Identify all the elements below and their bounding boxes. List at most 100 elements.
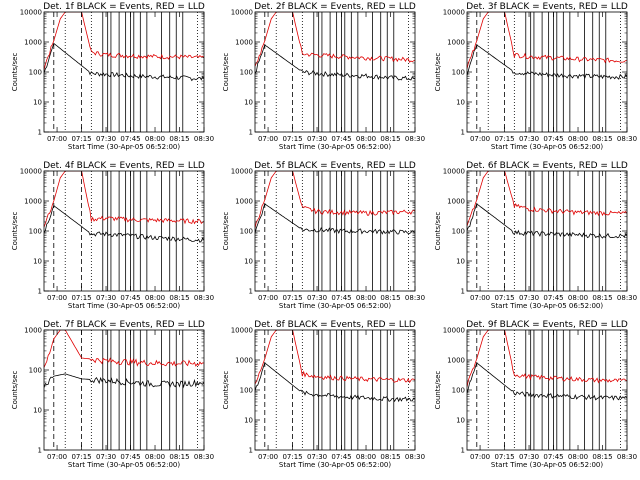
chart-title: Det. 2f BLACK = Events, RED = LLD	[254, 2, 416, 12]
x-tick-label: 08:00	[356, 294, 376, 302]
series-line-lld	[44, 330, 204, 368]
series-line-events	[44, 373, 204, 389]
x-tick-label: 07:15	[71, 453, 91, 461]
plot-area	[44, 330, 204, 450]
series-line-lld	[255, 171, 415, 229]
series-line-lld	[255, 12, 415, 67]
y-tick-label: 1000	[24, 198, 42, 206]
chart-title: Det. 1f BLACK = Events, RED = LLD	[43, 2, 205, 12]
x-tick-label: 08:15	[380, 453, 400, 461]
y-tick-label: 100	[240, 228, 253, 236]
y-tick-label: 10	[33, 258, 42, 266]
plot-area	[44, 171, 204, 291]
y-tick-label: 100	[240, 69, 253, 77]
x-tick-label: 08:15	[380, 135, 400, 143]
y-tick-label: 1000	[24, 39, 42, 47]
series-line-events	[44, 42, 204, 82]
x-tick-label: 07:00	[258, 135, 278, 143]
y-axis-label: Counts/sec	[11, 371, 19, 410]
y-tick-label: 10000	[20, 168, 42, 176]
y-tick-label: 1	[249, 447, 253, 455]
y-tick-label: 100	[452, 228, 465, 236]
chart-panel-4: Det. 4f BLACK = Events, RED = LLD 1 10 100 1…	[11, 161, 214, 310]
series-line-lld	[44, 171, 204, 228]
x-tick-label: 07:30	[307, 294, 327, 302]
y-tick-label: 10	[244, 258, 253, 266]
plot-area	[467, 171, 627, 291]
y-tick-label: 1	[249, 129, 253, 137]
plot-frame	[254, 329, 416, 451]
x-tick-label: 07:15	[71, 294, 91, 302]
chart-title: Det. 5f BLACK = Events, RED = LLD	[254, 161, 416, 171]
series-line-events	[467, 44, 627, 80]
x-tick-label: 08:15	[169, 453, 189, 461]
x-tick-label: 08:15	[169, 294, 189, 302]
y-tick-label: 10	[33, 407, 42, 415]
x-tick-label: 08:30	[405, 135, 425, 143]
y-tick-label: 10	[456, 258, 465, 266]
y-tick-label: 10	[456, 417, 465, 425]
chart-panel-6: Det. 6f BLACK = Events, RED = LLD 1 10 100 1…	[434, 161, 637, 310]
x-tick-label: 08:15	[169, 135, 189, 143]
plot-frame	[43, 329, 205, 451]
y-axis-label: Counts/sec	[434, 212, 442, 251]
y-tick-label: 10	[456, 99, 465, 107]
x-tick-label: 08:00	[568, 135, 588, 143]
x-axis-label: Start Time (30-Apr-05 06:52:00)	[491, 143, 603, 151]
chart-title: Det. 9f BLACK = Events, RED = LLD	[466, 320, 628, 330]
x-tick-label: 08:15	[592, 453, 612, 461]
y-tick-label: 10	[244, 417, 253, 425]
chart-title: Det. 6f BLACK = Events, RED = LLD	[466, 161, 628, 171]
plot-frame	[254, 11, 416, 133]
plot-frame	[466, 170, 628, 292]
x-tick-label: 07:45	[543, 453, 563, 461]
y-tick-label: 100	[29, 69, 42, 77]
x-axis-label: Start Time (30-Apr-05 06:52:00)	[279, 143, 391, 151]
x-tick-label: 08:00	[145, 294, 165, 302]
y-tick-label: 1	[461, 129, 465, 137]
x-tick-label: 08:00	[145, 453, 165, 461]
y-tick-label: 1000	[447, 39, 465, 47]
x-axis-label: Start Time (30-Apr-05 06:52:00)	[279, 461, 391, 469]
plot-area	[467, 330, 627, 450]
plot-frame	[466, 329, 628, 451]
series-line-lld	[467, 330, 627, 388]
x-tick-label: 07:45	[331, 135, 351, 143]
x-tick-label: 07:30	[307, 453, 327, 461]
chart-title: Det. 3f BLACK = Events, RED = LLD	[466, 2, 628, 12]
plot-area	[467, 12, 627, 132]
x-tick-label: 07:45	[331, 453, 351, 461]
plot-area	[255, 12, 415, 132]
x-tick-label: 08:30	[405, 294, 425, 302]
series-line-lld	[467, 171, 627, 227]
x-tick-label: 07:30	[96, 294, 116, 302]
y-tick-label: 10000	[231, 168, 253, 176]
chart-panel-3: Det. 3f BLACK = Events, RED = LLD 1 10 100 1…	[434, 2, 637, 151]
x-tick-label: 08:30	[617, 294, 637, 302]
y-tick-label: 100	[29, 367, 42, 375]
x-tick-label: 08:00	[356, 135, 376, 143]
x-tick-label: 07:00	[258, 294, 278, 302]
y-tick-label: 100	[452, 69, 465, 77]
x-tick-label: 08:30	[194, 135, 214, 143]
x-tick-label: 07:15	[494, 135, 514, 143]
y-axis-label: Counts/sec	[434, 371, 442, 410]
x-tick-label: 07:00	[47, 453, 67, 461]
x-tick-label: 07:00	[258, 453, 278, 461]
chart-panel-1: Det. 1f BLACK = Events, RED = LLD 1 10 100 1…	[11, 2, 214, 151]
x-tick-label: 07:00	[47, 135, 67, 143]
x-tick-label: 07:00	[470, 135, 490, 143]
x-tick-label: 07:00	[47, 294, 67, 302]
series-line-lld	[44, 12, 204, 71]
y-tick-label: 100	[240, 387, 253, 395]
y-tick-label: 10	[33, 99, 42, 107]
plot-area	[255, 171, 415, 291]
series-line-lld	[467, 12, 627, 69]
y-tick-label: 1000	[235, 39, 253, 47]
y-tick-label: 10000	[443, 327, 465, 335]
plot-frame	[43, 11, 205, 133]
x-axis-label: Start Time (30-Apr-05 06:52:00)	[279, 302, 391, 310]
chart-title: Det. 4f BLACK = Events, RED = LLD	[43, 161, 205, 171]
series-line-events	[255, 362, 415, 403]
y-tick-label: 10000	[231, 9, 253, 17]
